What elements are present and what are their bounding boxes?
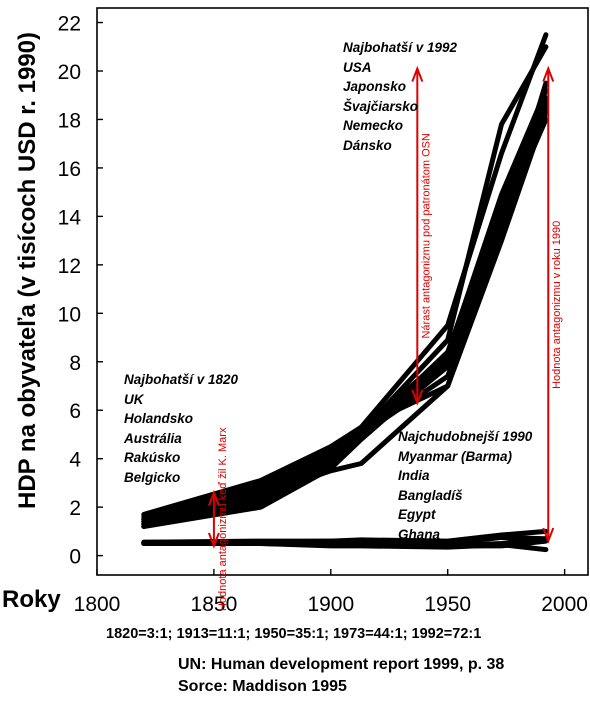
arrow-head-top <box>411 65 424 82</box>
x-tick-label: 1850 <box>191 593 238 616</box>
series-lines <box>141 32 549 553</box>
arrow-head-bottom <box>542 527 555 544</box>
y-tick-label: 0 <box>69 546 81 569</box>
y-axis-label: HDP na obyvateľa (v tisícoch USD r. 1990… <box>14 32 41 509</box>
rich-1992-item: Švajčiarsko <box>343 98 419 114</box>
rich-1992-title: Najbohatší v 1992 <box>343 40 458 55</box>
rich-1992-annotation: Najbohatší v 1992 USA Japonsko Švajčiars… <box>343 38 457 155</box>
y-tick-label: 2 <box>69 497 81 520</box>
series-line-14 <box>141 541 549 553</box>
poor-1990-item: Myanmar (Barma) <box>398 448 513 464</box>
rich-1992-item: USA <box>343 59 372 75</box>
arrow-label: Hodnota antagonizmu v roku 1990 <box>551 221 563 389</box>
y-tick-label: 16 <box>58 158 81 181</box>
arrow-label: Hodnota antagonizmu keď žil K. Marx <box>217 427 229 611</box>
arrow-head-top <box>542 65 555 82</box>
x-tick-label: 1950 <box>424 593 471 616</box>
y-tick-label: 14 <box>58 206 82 229</box>
poor-1990-item: Bangladíš <box>398 487 463 503</box>
arrow-head-bottom <box>207 532 220 549</box>
poor-1990-item: India <box>398 468 430 483</box>
series-line-9 <box>141 104 549 525</box>
x-tick-label: 2000 <box>541 593 588 616</box>
rich-1992-item: Nemecko <box>343 118 404 133</box>
rich-1820-title: Najbohatší v 1820 <box>124 372 239 387</box>
axes: 0 2 4 6 8 10 12 14 16 18 20 22 1800 1850 1900 1950 2000 <box>58 7 589 616</box>
y-tick-label: 12 <box>58 255 81 278</box>
x-tick-label: 1900 <box>307 593 354 616</box>
y-tick-label: 6 <box>69 400 81 423</box>
x-axis-label: Roky <box>2 586 61 613</box>
source-line-1: UN: Human development report 1999, p. 38 <box>178 656 505 673</box>
y-tick-label: 8 <box>69 352 81 375</box>
rich-1820-item: Belgicko <box>124 469 181 485</box>
y-tick-label: 18 <box>58 109 81 132</box>
poor-1990-title: Najchudobnejší 1990 <box>398 429 533 444</box>
ratio-note: 1820=3:1; 1913=11:1; 1950=35:1; 1973=44:… <box>106 626 482 642</box>
y-tick-label: 22 <box>58 13 81 36</box>
arrow-label: Nárast antagonizmu pod patronátom OSN <box>420 133 432 339</box>
rich-1820-annotation: Najbohatší v 1820 UK Holandsko Austrália… <box>124 370 238 487</box>
source-line-2: Sorce: Maddison 1995 <box>178 678 347 695</box>
y-tick-label: 4 <box>69 449 81 472</box>
plot-frame <box>96 7 589 576</box>
rich-1820-item: Holandsko <box>124 411 194 426</box>
arrows: Hodnota antagonizmu keď žil K. Marx Náras… <box>207 65 563 611</box>
poor-1990-item: Ghana <box>398 526 441 542</box>
poor-1990-item: Egypt <box>398 507 436 522</box>
arrow-head-bottom <box>411 389 424 406</box>
y-tick-label: 10 <box>58 303 81 326</box>
rich-1992-item: Dánsko <box>343 137 392 153</box>
rich-1820-item: Rakúsko <box>124 450 181 465</box>
rich-1820-item: UK <box>124 391 144 407</box>
rich-1820-item: Austrália <box>124 430 182 446</box>
arrow-head-top <box>207 489 220 506</box>
rich-1992-item: Japonsko <box>343 79 407 94</box>
poor-1990-annotation: Najchudobnejší 1990 Myanmar (Barma) Indi… <box>398 427 532 544</box>
y-tick-label: 20 <box>58 61 81 84</box>
x-tick-label: 1800 <box>74 593 121 616</box>
